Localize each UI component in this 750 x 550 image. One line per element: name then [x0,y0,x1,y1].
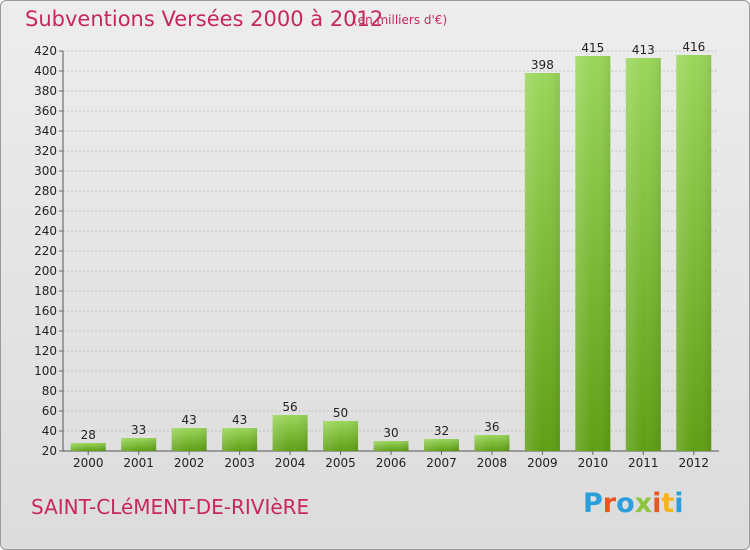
value-label: 33 [131,423,146,437]
y-tick-label: 160 [34,304,57,318]
logo-letter: t [661,488,675,519]
logo-letter: r [602,488,617,519]
bar-shade [575,56,611,451]
chart-subtitle: (en milliers d'€) [353,13,448,27]
chart-title: Subventions Versées 2000 à 2012 [25,7,384,31]
proxiti-logo: Proxiti [583,488,684,519]
bar-shade [70,443,106,451]
y-tick-label: 60 [42,404,57,418]
y-tick-label: 140 [34,324,57,338]
y-tick-label: 180 [34,284,57,298]
bar-shade [474,435,510,451]
y-tick-label: 420 [34,44,57,58]
y-tick-label: 280 [34,184,57,198]
x-tick-label: 2000 [73,456,104,470]
x-tick-label: 2009 [527,456,558,470]
bar-shade [373,441,409,451]
x-tick-label: 2011 [628,456,659,470]
x-tick-label: 2001 [123,456,154,470]
bar-shade [323,421,359,451]
value-label: 413 [632,43,655,57]
bar-shade [524,73,560,451]
value-label: 32 [434,424,449,438]
value-label: 50 [333,406,348,420]
commune-name: SAINT-CLéMENT-DE-RIVIèRE [31,495,310,519]
y-tick-label: 80 [42,384,57,398]
x-axis-ticks: 2000 2001 2002 2003 2004 2005 2006 2007 2008 2009… [73,451,709,470]
y-tick-label: 220 [34,244,57,258]
logo-letter: o [616,488,635,519]
bar-shade [121,438,157,451]
x-tick-label: 2008 [477,456,508,470]
bars [70,55,712,451]
x-tick-label: 2004 [275,456,306,470]
value-label: 43 [182,413,197,427]
value-labels: 28 33 43 43 56 50 30 32 36 398 415 413 416 [81,40,706,442]
y-tick-label: 400 [34,64,57,78]
value-label: 56 [282,400,297,414]
y-axis-ticks: 20 40 60 80 100 120 140 160 180 200 220 240 260 280 30… [34,44,63,458]
x-tick-label: 2002 [174,456,205,470]
y-tick-label: 120 [34,344,57,358]
x-tick-label: 2012 [678,456,709,470]
x-tick-label: 2005 [325,456,356,470]
bar-shade [423,439,459,451]
y-tick-label: 380 [34,84,57,98]
y-tick-label: 100 [34,364,57,378]
bar-shade [222,428,258,451]
value-label: 415 [581,41,604,55]
value-label: 416 [682,40,705,54]
y-tick-label: 360 [34,104,57,118]
y-tick-label: 340 [34,124,57,138]
value-label: 36 [484,420,499,434]
bar-shade [272,415,308,451]
bar-shade [676,55,712,451]
logo-letter: P [583,488,603,519]
value-label: 30 [383,426,398,440]
y-tick-label: 300 [34,164,57,178]
x-tick-label: 2010 [578,456,609,470]
y-tick-label: 240 [34,224,57,238]
logo-letter: i [652,488,662,519]
bar-shade [171,428,207,451]
x-tick-label: 2007 [426,456,457,470]
bar-shade [625,58,661,451]
y-tick-label: 20 [42,444,57,458]
logo-letter: i [674,488,684,519]
x-tick-label: 2003 [224,456,255,470]
y-tick-label: 260 [34,204,57,218]
value-label: 398 [531,58,554,72]
value-label: 28 [81,428,96,442]
y-tick-label: 320 [34,144,57,158]
y-tick-label: 40 [42,424,57,438]
y-tick-label: 200 [34,264,57,278]
logo-letter: x [634,488,653,519]
grid-lines [63,50,719,452]
value-label: 43 [232,413,247,427]
x-tick-label: 2006 [376,456,407,470]
